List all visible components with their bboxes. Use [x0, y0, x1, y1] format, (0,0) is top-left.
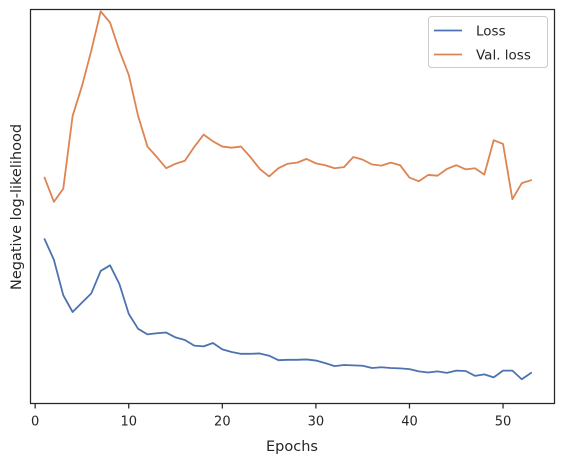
x-tick-label: 30: [308, 415, 325, 430]
y-axis-label: Negative log-likelihood: [9, 124, 25, 290]
x-tick-label: 40: [401, 415, 418, 430]
legend-label: Loss: [476, 24, 506, 40]
legend-label: Val. loss: [476, 48, 531, 64]
x-tick-label: 50: [495, 415, 512, 430]
series-line-1: [43, 10, 533, 203]
x-axis-ticks: 0 10 20 30 40 50: [31, 403, 512, 430]
axes-frame: [29, 8, 556, 405]
x-tick-label: 10: [120, 415, 137, 430]
x-axis-label: Epochs: [266, 439, 318, 455]
x-tick-label: 0: [31, 415, 39, 430]
x-tick-label: 20: [214, 415, 231, 430]
legend: Loss Val. loss: [428, 16, 548, 68]
series-layer: [43, 10, 533, 381]
series-line-0: [43, 238, 533, 381]
